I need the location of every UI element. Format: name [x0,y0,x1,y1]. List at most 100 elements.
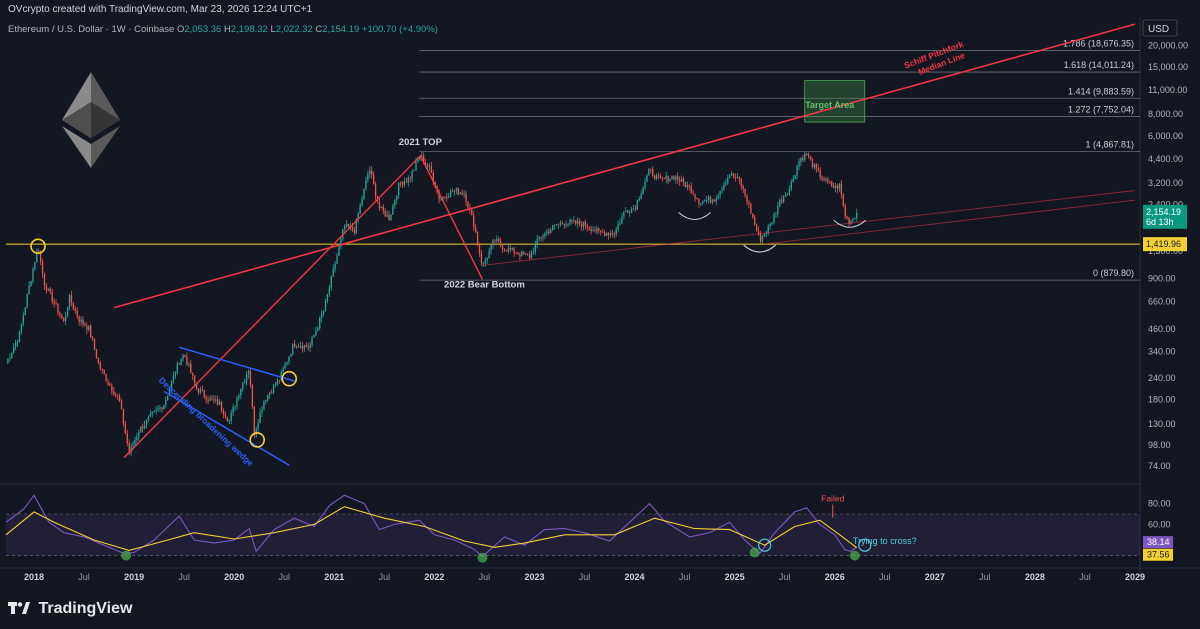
candle [330,275,332,291]
candle [638,196,640,202]
candle-body [646,175,648,183]
candle-body [172,375,175,382]
candle-body [757,230,760,235]
candle-body [636,200,638,210]
candle-body [392,205,394,215]
candle-body [602,232,604,233]
candle [767,224,769,236]
candle-body [600,230,602,233]
candle [592,226,594,232]
candle-body [707,196,710,201]
candle-body [22,315,24,324]
candle [582,221,585,231]
eth-logo-right-mid [91,102,120,138]
candle [369,166,371,179]
price-axis: 20,000.00 15,000.00 11,000.00 8,000.00 6,000… [1143,40,1188,471]
candle [446,193,448,202]
candle [311,335,313,348]
candle [59,311,61,319]
time-tick-label: 2026 [825,572,845,582]
candle [320,310,323,323]
candle-body [709,196,712,203]
candle-body [267,394,269,400]
candle [319,316,321,331]
candle [505,249,508,252]
candle-body [193,375,196,383]
time-tick-label: Jul [779,572,791,582]
candle [702,200,704,206]
candle [453,189,456,196]
candle [613,231,615,239]
time-tick-label: Jul [1079,572,1091,582]
time-tick-label: 2018 [24,572,44,582]
candle-body [779,199,781,207]
bottom-arc [678,212,711,221]
candle-body [815,164,818,169]
time-tick-label: Jul [679,572,691,582]
candle [269,391,271,400]
candle [640,189,642,200]
price-tick-label: 340.00 [1148,347,1176,357]
candle-body [113,391,115,395]
candle-body [401,182,404,185]
candle-body [261,409,263,413]
candle-body [215,399,217,401]
candle [38,248,40,253]
candle [157,405,159,412]
candle [680,175,683,182]
candle [563,223,565,229]
candle [856,208,858,222]
currency-box[interactable] [1142,19,1178,37]
candle [675,175,677,184]
brand-name: TradingView [38,600,133,617]
time-tick-label: 2027 [925,572,945,582]
low-value: 2,022.32 [276,24,316,35]
candle [551,224,554,231]
candle [507,244,510,254]
candle-body [852,218,854,221]
candle [763,233,766,237]
candle-body [752,213,754,218]
candle [332,264,334,277]
candle-body [180,359,182,365]
candle-body [303,345,306,349]
candle-body [680,178,683,182]
candle-body [559,223,562,225]
candle-body [396,195,398,201]
candle-body [315,330,317,336]
candle-body [727,177,729,184]
candle-body [596,228,598,232]
candle-body [369,170,371,175]
candle-body [319,317,321,329]
candle-body [480,253,483,264]
candle-body [575,220,577,224]
candle [374,181,377,201]
candle-body [811,159,814,168]
highlight-circle [30,238,46,255]
candle [846,215,848,220]
candle-body [473,215,475,228]
candle [602,228,604,233]
candle [265,399,267,405]
candle-body [840,183,843,195]
candle [596,225,598,235]
candle [461,189,463,196]
price-tick-label: 900.00 [1148,273,1176,283]
candle-body [61,314,63,318]
candle-body [484,260,486,264]
candle [775,211,777,218]
candle [519,252,521,261]
candle-body [653,175,656,179]
candle-body [659,176,662,179]
candle-body [115,394,117,396]
candle [459,191,461,195]
candle [773,212,775,225]
candle [57,302,59,316]
candle [525,252,527,256]
candle-body [696,197,698,200]
fib-label: 1.414 (9,883.59) [1068,86,1134,96]
candle-body [501,245,504,250]
candle [297,343,300,349]
